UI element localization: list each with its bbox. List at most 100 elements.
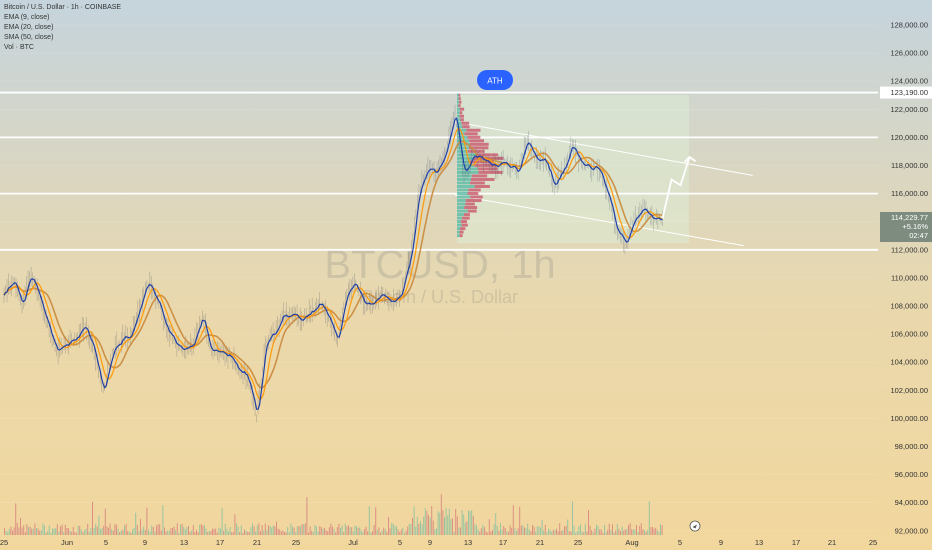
profile-bar-up bbox=[457, 139, 470, 143]
time-tick-label: 17 bbox=[792, 538, 800, 547]
ath-label: ATH bbox=[487, 77, 503, 86]
volume-bar bbox=[66, 528, 68, 535]
volume-bar bbox=[250, 527, 252, 535]
volume-bar bbox=[594, 528, 596, 535]
volume-bar bbox=[528, 529, 530, 535]
volume-bar bbox=[399, 531, 401, 535]
volume-bar bbox=[640, 523, 642, 535]
volume-bar bbox=[263, 530, 265, 535]
volume-bar bbox=[476, 525, 477, 535]
symbol-line[interactable]: Bitcoin / U.S. Dollar · 1h · COINBASE bbox=[4, 4, 122, 11]
volume-bar bbox=[408, 523, 410, 535]
volume-bar bbox=[511, 527, 513, 535]
volume-bar bbox=[493, 524, 495, 535]
volume-bar bbox=[7, 532, 9, 535]
volume-bar bbox=[141, 529, 143, 535]
volume-bar bbox=[524, 527, 525, 535]
profile-bar-down bbox=[466, 128, 481, 132]
ema9-legend[interactable]: EMA (9, close) bbox=[4, 14, 50, 21]
volume-bar bbox=[544, 524, 546, 535]
volume-bar bbox=[5, 530, 7, 535]
volume-bar bbox=[258, 523, 260, 535]
volume-bar bbox=[285, 532, 287, 535]
volume-bar bbox=[109, 523, 111, 535]
volume-bar bbox=[383, 527, 385, 535]
volume-bar bbox=[572, 501, 573, 535]
volume-bar bbox=[80, 529, 82, 535]
volume-bar bbox=[95, 523, 97, 535]
volume-bar bbox=[260, 531, 261, 535]
volume-bar bbox=[82, 532, 84, 535]
time-tick-label: 13 bbox=[464, 538, 472, 547]
volume-bar bbox=[394, 526, 396, 535]
volume-bar bbox=[504, 527, 506, 535]
volume-bar bbox=[71, 531, 73, 535]
profile-bar-up bbox=[457, 132, 465, 136]
projection-arrowhead bbox=[683, 155, 697, 163]
volume-bar bbox=[31, 528, 33, 535]
profile-bar-down bbox=[469, 142, 489, 146]
profile-bar-up bbox=[457, 128, 467, 132]
profile-bar-down bbox=[474, 163, 497, 167]
volume-legend[interactable]: Vol · BTC bbox=[4, 44, 34, 51]
ema9-line bbox=[3, 117, 663, 410]
profile-bar-up bbox=[457, 177, 471, 181]
volume-bar bbox=[485, 531, 487, 535]
price-tick-label: 110,000.00 bbox=[891, 273, 928, 282]
volume-bar bbox=[562, 530, 564, 535]
volume-bar bbox=[556, 528, 557, 535]
volume-bar bbox=[12, 530, 13, 535]
profile-bar-up bbox=[457, 213, 464, 217]
volume-bar bbox=[432, 520, 434, 535]
time-tick-label: Jun bbox=[61, 538, 73, 547]
volume-bar bbox=[340, 527, 341, 535]
price-tick-label: 106,000.00 bbox=[890, 330, 928, 339]
volume-bar bbox=[589, 525, 591, 535]
price-tick-label: 124,000.00 bbox=[890, 77, 928, 86]
volume-bar bbox=[599, 529, 601, 535]
ath-badge[interactable] bbox=[477, 70, 513, 90]
volume-bar bbox=[216, 532, 218, 535]
volume-bar bbox=[311, 530, 313, 535]
watermark-name: Bitcoin / U.S. Dollar bbox=[362, 287, 518, 307]
level-tag-label: 123,190.00 bbox=[890, 88, 928, 97]
volume-bar bbox=[268, 525, 269, 535]
volume-bar bbox=[149, 531, 151, 535]
volume-bar bbox=[660, 523, 661, 535]
profile-bar-up bbox=[457, 100, 459, 104]
volume-bar bbox=[516, 531, 517, 535]
volume-bar bbox=[178, 532, 180, 535]
price-series bbox=[3, 104, 663, 423]
volume-bar bbox=[277, 528, 279, 535]
profile-bar-up bbox=[457, 184, 475, 188]
profile-bar-down bbox=[475, 153, 498, 157]
profile-bar-up bbox=[457, 216, 463, 220]
level-tag-bg bbox=[880, 86, 932, 99]
profile-bar-down bbox=[473, 156, 504, 160]
profile-bar-down bbox=[465, 199, 482, 203]
sma50-line bbox=[3, 140, 663, 389]
volume-bar bbox=[463, 514, 465, 535]
volume-bar bbox=[338, 523, 340, 535]
volume-bar bbox=[567, 519, 569, 535]
volume-bar bbox=[255, 531, 257, 535]
volume-bar bbox=[602, 532, 604, 535]
price-tick-label: 122,000.00 bbox=[890, 105, 928, 114]
time-tick-label: 25 bbox=[0, 538, 8, 547]
volume-bar bbox=[40, 530, 42, 535]
profile-bar-down bbox=[470, 195, 483, 199]
volume-bar bbox=[421, 524, 423, 535]
profile-bar-up bbox=[457, 153, 476, 157]
volume-bar bbox=[549, 529, 551, 535]
volume-bar bbox=[245, 530, 247, 535]
ema20-legend[interactable]: EMA (20, close) bbox=[4, 24, 54, 31]
price-tick-label: 128,000.00 bbox=[890, 21, 928, 30]
replay-cursor-icon[interactable] bbox=[689, 520, 701, 532]
sma50-legend[interactable]: SMA (50, close) bbox=[4, 34, 54, 41]
channel-lines bbox=[454, 121, 753, 247]
profile-bar-down bbox=[459, 230, 464, 234]
volume-bar bbox=[452, 518, 453, 535]
volume-bar bbox=[39, 530, 41, 535]
volume-bar bbox=[325, 530, 327, 535]
